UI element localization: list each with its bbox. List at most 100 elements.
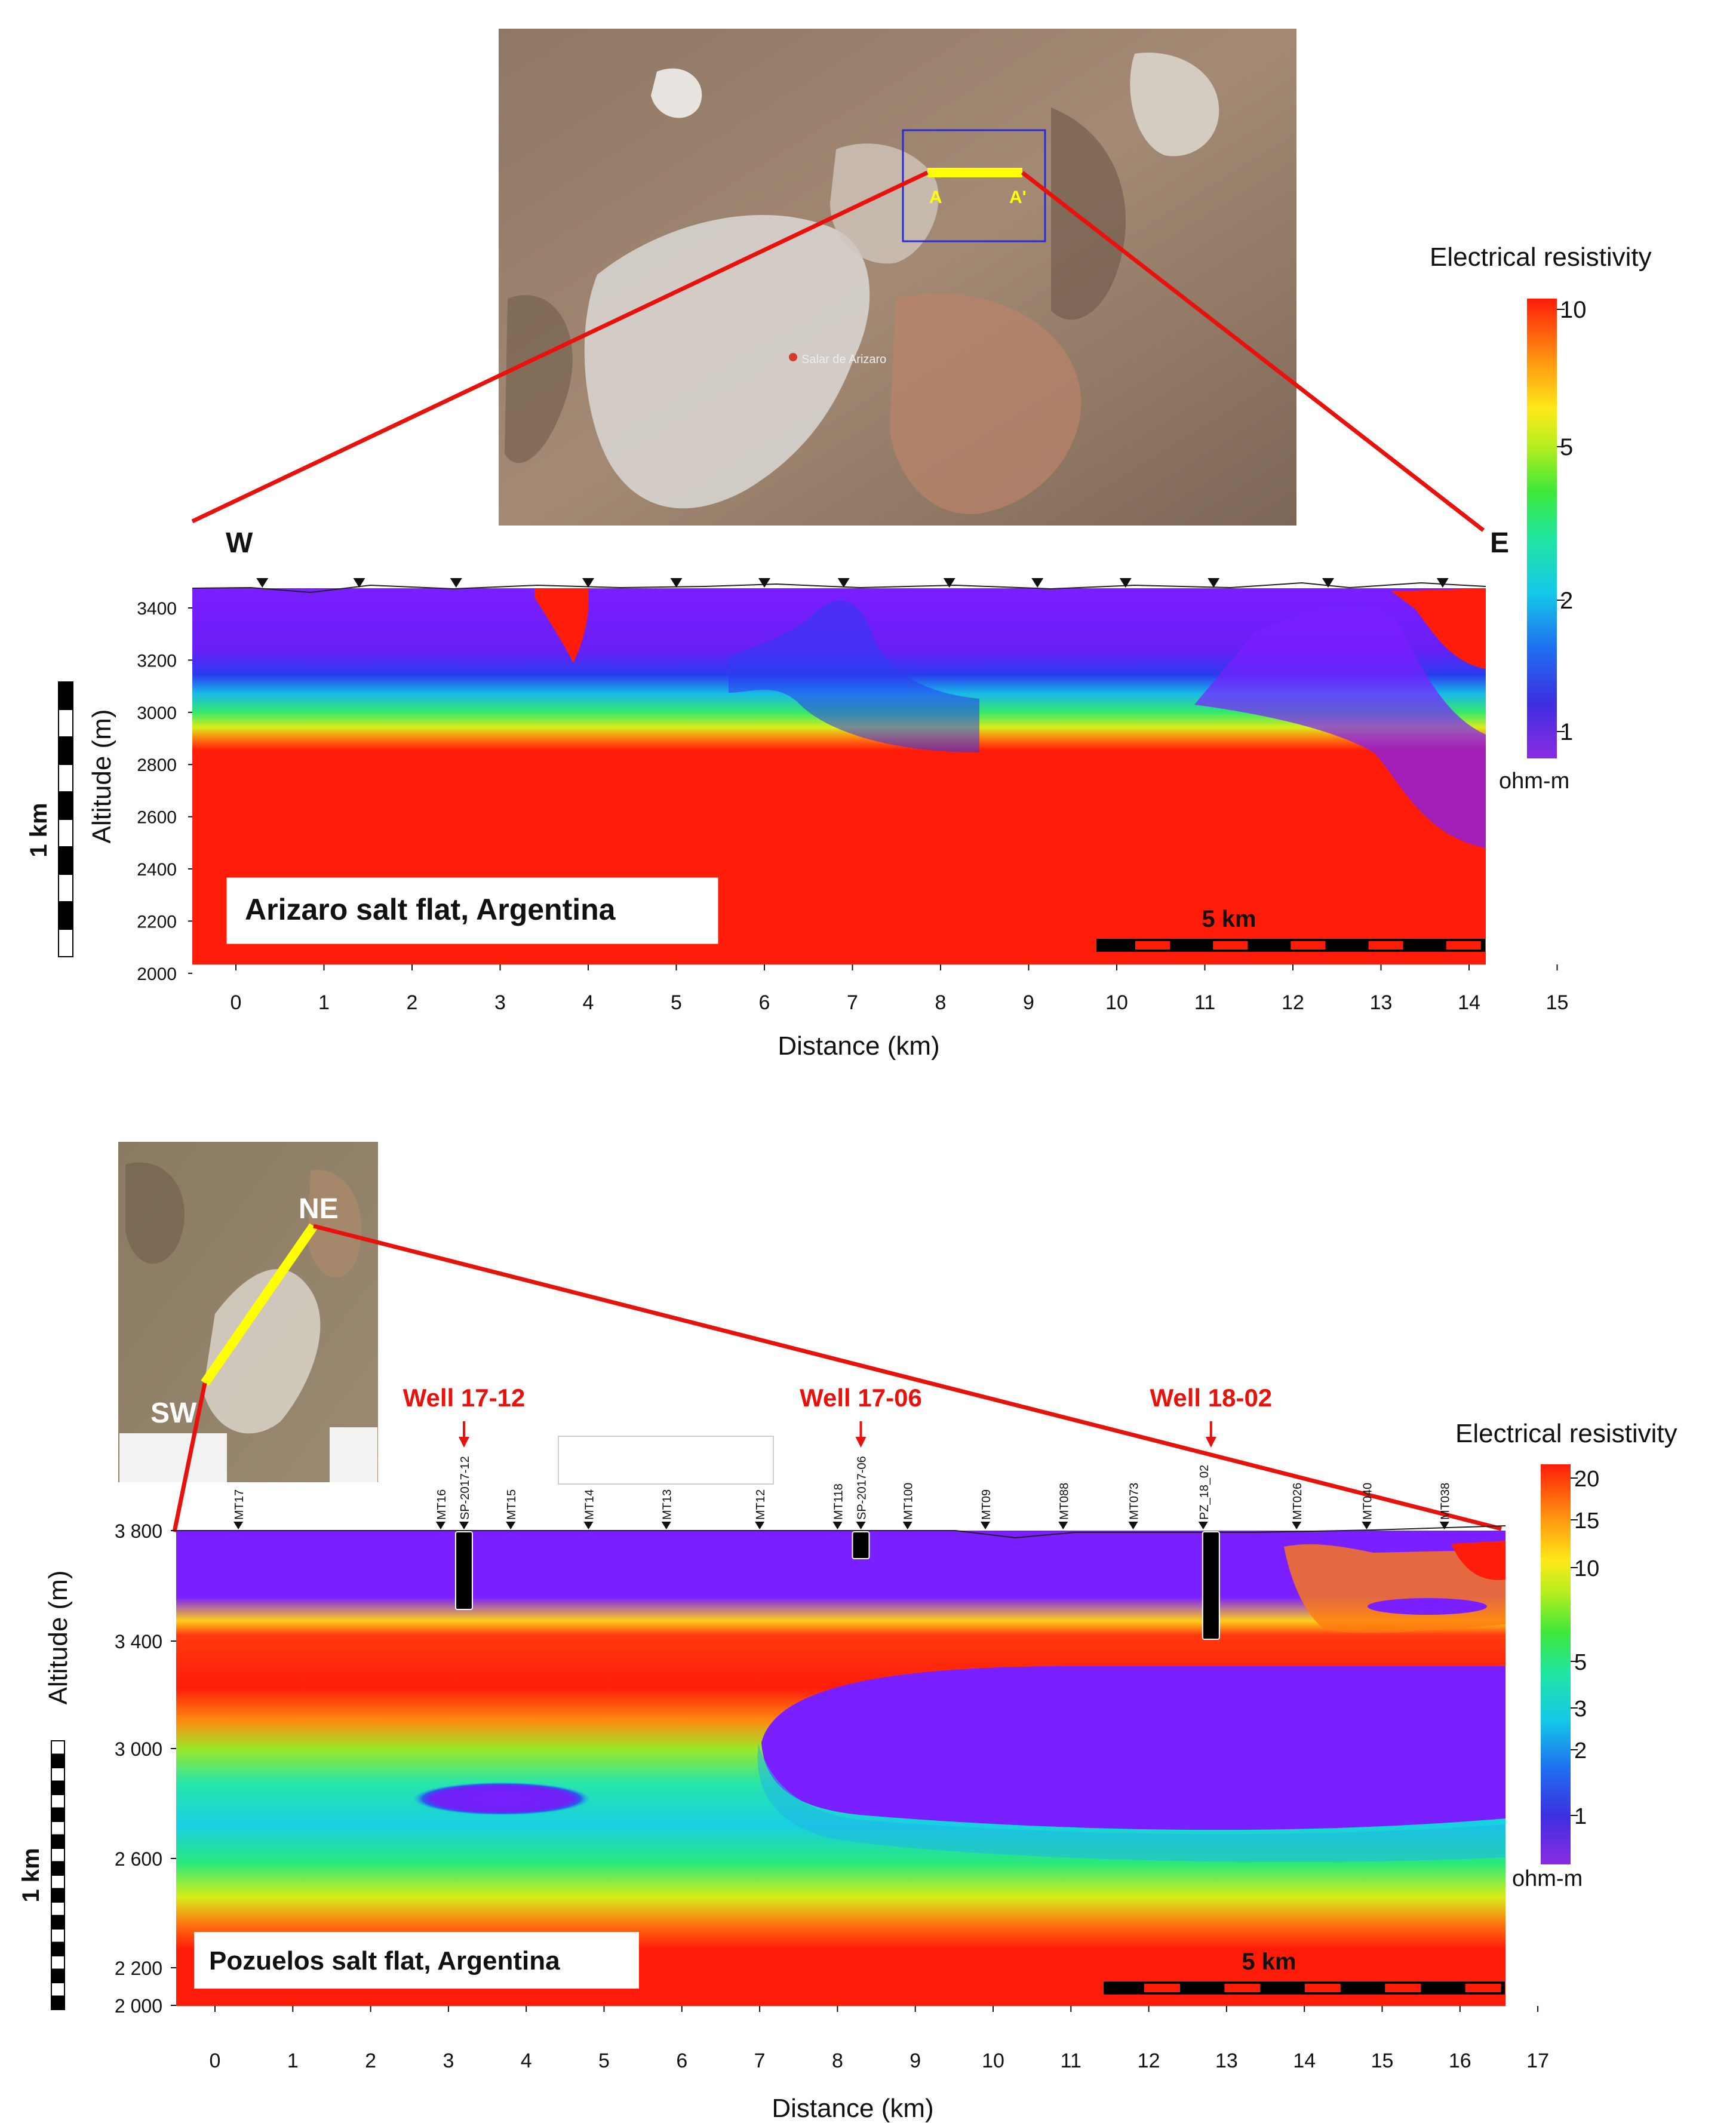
top-x-tick-label: 15 — [1546, 991, 1569, 1014]
station-label: MT15 — [505, 1489, 518, 1520]
top-y-tick-label: 3400 — [137, 599, 177, 619]
station-marker-icon — [256, 578, 269, 588]
label-east: E — [1490, 527, 1509, 559]
station-label: MT09 — [980, 1489, 993, 1520]
top-legend-ticks: 10 5 2 1 — [1557, 297, 1587, 745]
bottom-vertical-scale-bar — [51, 1740, 65, 2010]
station-marker-icon — [837, 578, 850, 588]
well-label: Well 17-06 — [800, 1384, 922, 1412]
vertical-scale-segment — [51, 1888, 65, 1903]
bottom-y-tick-label: 2 000 — [115, 1995, 162, 2017]
vertical-scale-segment — [51, 1753, 65, 1768]
vertical-scale-segment — [51, 1941, 65, 1956]
vertical-scale-segment — [51, 1834, 65, 1849]
top-map-place-label: Salar de Arizaro — [801, 353, 886, 366]
scale-bar-segment — [1465, 1984, 1501, 1992]
top-legend-tick-label: 1 — [1560, 719, 1573, 745]
station-marker-icon — [233, 1522, 244, 1529]
top-scale-bar-label: 5 km — [1202, 906, 1256, 932]
bottom-title-box — [194, 1932, 639, 1989]
bottom-panel: NE SW 5 km Well 17-12 Well 17-06 Well — [18, 1142, 1677, 2123]
bottom-x-tick-label: 7 — [754, 2050, 766, 2072]
bottom-y-tick-label: 3 400 — [115, 1631, 162, 1652]
vertical-scale-segment — [51, 1821, 65, 1836]
bottom-resistivity-section — [176, 1525, 1506, 2006]
station-marker-icon — [1031, 578, 1044, 588]
vertical-scale-segment — [51, 1915, 65, 1930]
top-legend-tick-label: 5 — [1560, 434, 1573, 460]
bottom-y-axis-ticks: 3 800 3 400 3 000 2 600 2 200 2 000 — [115, 1520, 176, 2017]
bottom-y-tick-label: 2 200 — [115, 1958, 162, 1979]
station-marker-icon — [1119, 578, 1132, 588]
station-label: SP-2017-06 — [855, 1456, 868, 1520]
station-marker-icon — [450, 578, 462, 588]
station-label: MT026 — [1291, 1483, 1304, 1520]
vertical-scale-segment — [51, 1740, 65, 1755]
bottom-x-tick-label: 16 — [1449, 2050, 1471, 2072]
point-label-a: A — [929, 188, 942, 207]
top-x-tick-label: 12 — [1282, 991, 1304, 1014]
vertical-scale-segment — [51, 1794, 65, 1809]
scale-bar-segment — [1144, 1984, 1180, 1992]
station-marker-icon — [856, 1522, 866, 1529]
bottom-legend-title: Electrical resistivity — [1455, 1419, 1677, 1448]
vertical-scale-segment — [51, 1928, 65, 1943]
top-title-box — [226, 877, 718, 944]
scale-bar-segment — [1135, 941, 1170, 950]
top-x-tick-label: 0 — [231, 991, 242, 1014]
top-x-axis-ticks: 0 1 2 3 4 5 6 7 8 9 10 11 12 13 14 15 — [231, 964, 1569, 1014]
station-marker-icon — [670, 578, 683, 588]
station-marker-icon — [1207, 578, 1220, 588]
bottom-wells: Well 17-12 Well 17-06 Well 18-02 — [403, 1384, 1272, 1640]
bottom-legend-tick-label: 2 — [1574, 1738, 1587, 1763]
top-legend-tick-label: 10 — [1560, 297, 1587, 323]
station-marker-icon — [980, 1522, 990, 1529]
top-y-tick-label: 2600 — [137, 808, 177, 828]
label-west: W — [226, 527, 253, 559]
bottom-y-tick-label: 2 600 — [115, 1848, 162, 1870]
station-marker-icon — [1322, 578, 1334, 588]
vertical-scale-segment — [51, 1995, 65, 2010]
bottom-legend-tick-label: 1 — [1574, 1804, 1587, 1829]
bottom-x-tick-label: 6 — [676, 2050, 687, 2072]
bottom-x-tick-label: 15 — [1371, 2050, 1394, 2072]
bottom-inset-map: NE SW — [118, 1142, 378, 1482]
top-x-tick-label: 7 — [847, 991, 858, 1014]
bottom-legend-tick-label: 15 — [1574, 1508, 1599, 1534]
bottom-x-tick-label: 10 — [982, 2050, 1004, 2072]
station-label: MT12 — [754, 1489, 767, 1520]
bottom-x-tick-label: 5 — [598, 2050, 610, 2072]
top-y-tick-label: 3200 — [137, 651, 177, 671]
top-legend-unit: ohm-m — [1499, 769, 1569, 794]
station-label: MT16 — [435, 1489, 448, 1520]
station-marker-icon — [1362, 1522, 1372, 1529]
bottom-x-tick-label: 1 — [287, 2050, 299, 2072]
bottom-x-tick-label: 13 — [1215, 2050, 1238, 2072]
bottom-y-tick-label: 3 000 — [115, 1738, 162, 1760]
bottom-y-tick-label: 3 800 — [115, 1520, 162, 1542]
well-arrowhead-icon — [1205, 1437, 1216, 1448]
station-marker-icon — [1198, 1522, 1208, 1529]
station-marker-icon — [506, 1522, 516, 1529]
well-borehole — [454, 1531, 473, 1610]
bottom-x-tick-label: 9 — [910, 2050, 921, 2072]
top-x-tick-label: 13 — [1370, 991, 1393, 1014]
scale-bar-segment — [1224, 1984, 1261, 1992]
station-label: MT118 — [832, 1483, 845, 1520]
well-arrowhead-icon — [458, 1437, 469, 1448]
vertical-scale-segment — [58, 846, 73, 875]
bottom-vertical-scale-label: 1 km — [18, 1848, 44, 1902]
top-x-axis-label: Distance (km) — [778, 1031, 939, 1061]
top-x-tick-label: 5 — [671, 991, 682, 1014]
top-x-tick-label: 14 — [1458, 991, 1480, 1014]
top-y-axis-ticks: 3400 3200 3000 2800 2600 2400 2200 2000 — [137, 599, 192, 984]
station-label: MT088 — [1058, 1483, 1071, 1520]
station-label: SP-2017-12 — [459, 1456, 472, 1520]
bottom-legend-tick-label: 3 — [1574, 1697, 1587, 1722]
station-marker-icon — [1292, 1522, 1302, 1529]
station-label: MT14 — [583, 1489, 596, 1520]
top-station-markers — [256, 578, 1449, 588]
profile-line-sw-ne — [201, 1223, 318, 1386]
vertical-scale-segment — [58, 681, 73, 710]
top-y-tick-label: 2000 — [137, 964, 177, 984]
